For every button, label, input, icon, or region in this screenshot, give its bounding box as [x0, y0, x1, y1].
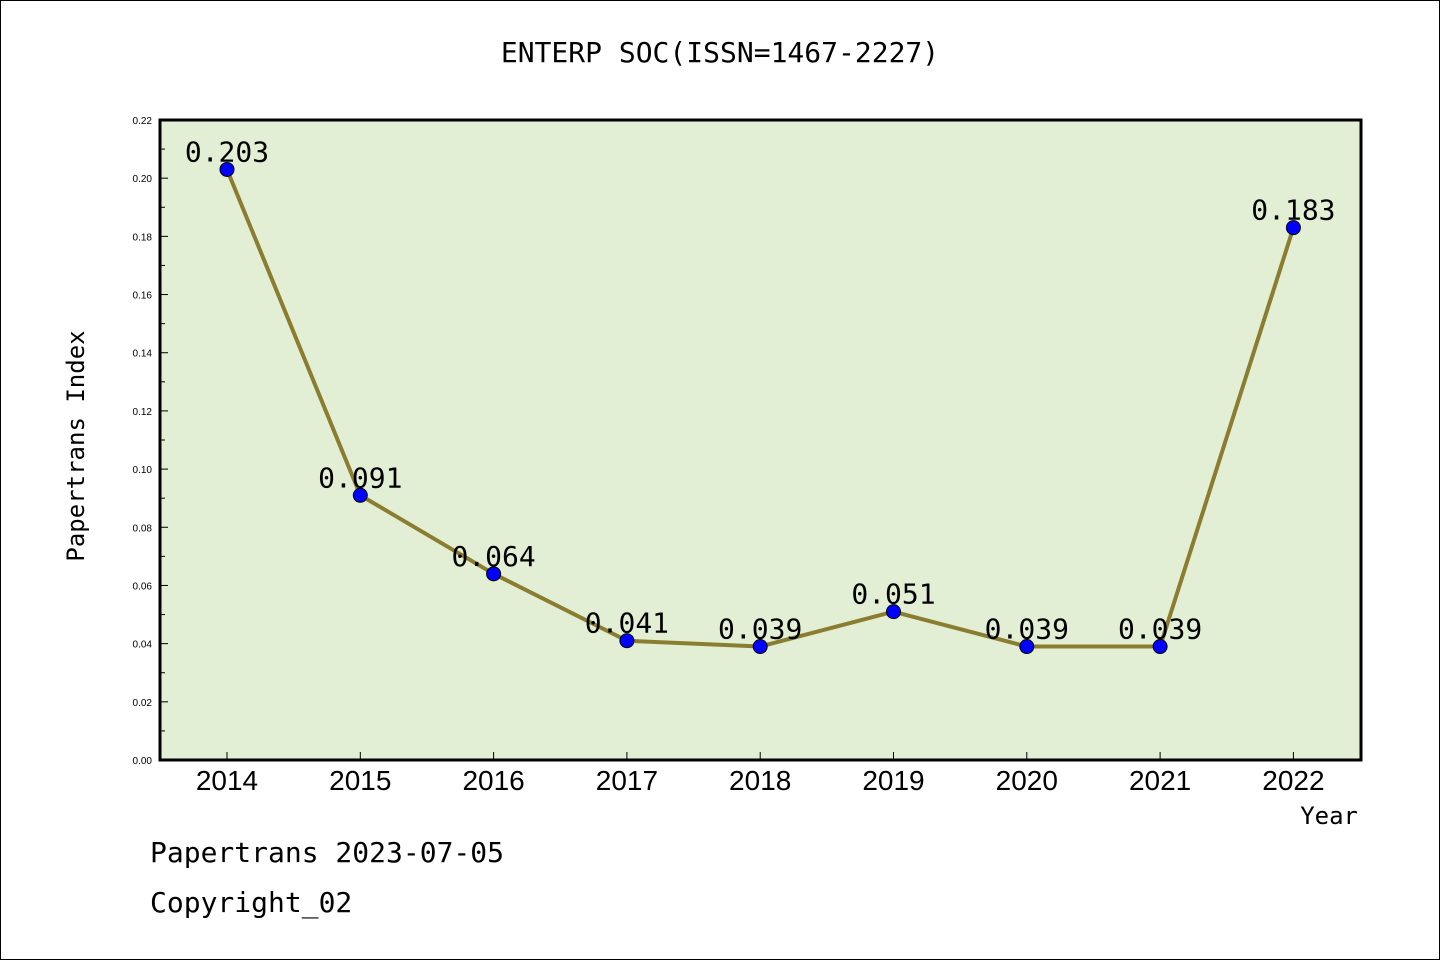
plot-area: [160, 120, 1361, 760]
data-label: 0.039: [985, 613, 1069, 646]
x-tick-label: 2020: [996, 765, 1058, 796]
data-point: [1285, 220, 1301, 236]
y-tick-label: 0.12: [133, 407, 153, 418]
x-tick-label: 2019: [862, 765, 924, 796]
y-tick-label: 0.22: [133, 116, 153, 127]
y-tick-label: 0.02: [133, 698, 153, 709]
y-tick-label: 0.18: [133, 232, 153, 243]
data-point: [752, 639, 768, 655]
data-label: 0.041: [585, 607, 669, 640]
data-point: [886, 604, 901, 620]
x-tick-label: 2022: [1262, 765, 1324, 796]
data-point: [1019, 639, 1035, 655]
y-tick-label: 0.14: [133, 349, 153, 360]
data-point: [486, 566, 502, 582]
x-tick-label: 2018: [729, 765, 791, 796]
y-tick-label: 0.04: [133, 640, 153, 651]
data-point: [619, 633, 635, 649]
chart-title: ENTERP SOC(ISSN=1467-2227): [500, 36, 940, 69]
data-label: 0.091: [318, 461, 402, 494]
x-tick-label: 2014: [196, 765, 258, 796]
data-label: 0.039: [718, 613, 802, 646]
data-label: 0.064: [451, 540, 535, 573]
x-tick-label: 2021: [1129, 765, 1191, 796]
data-label: 0.183: [1251, 194, 1335, 227]
x-tick-label: 2016: [462, 765, 524, 796]
footer-copyright: Copyright_02: [150, 886, 353, 919]
x-tick-label: 2015: [329, 765, 391, 796]
data-label: 0.039: [1118, 613, 1202, 646]
footer-date: Papertrans 2023-07-05: [150, 836, 505, 869]
y-tick-label: 0.16: [133, 291, 153, 302]
data-label: 0.203: [185, 135, 269, 168]
y-tick-label: 0.06: [133, 581, 153, 592]
y-axis-title: Papertrans Index: [62, 330, 90, 561]
data-point: [219, 161, 235, 177]
y-tick-label: 0.08: [133, 523, 153, 534]
data-label: 0.051: [851, 578, 935, 611]
data-point: [352, 487, 368, 503]
plot-border: [158, 118, 1363, 762]
y-tick-label: 0.00: [133, 756, 153, 767]
y-tick-label: 0.10: [133, 465, 153, 476]
data-point: [1152, 639, 1168, 655]
x-axis-title: Year: [1300, 802, 1358, 830]
x-tick-label: 2017: [596, 765, 658, 796]
y-tick-label: 0.20: [133, 174, 153, 185]
